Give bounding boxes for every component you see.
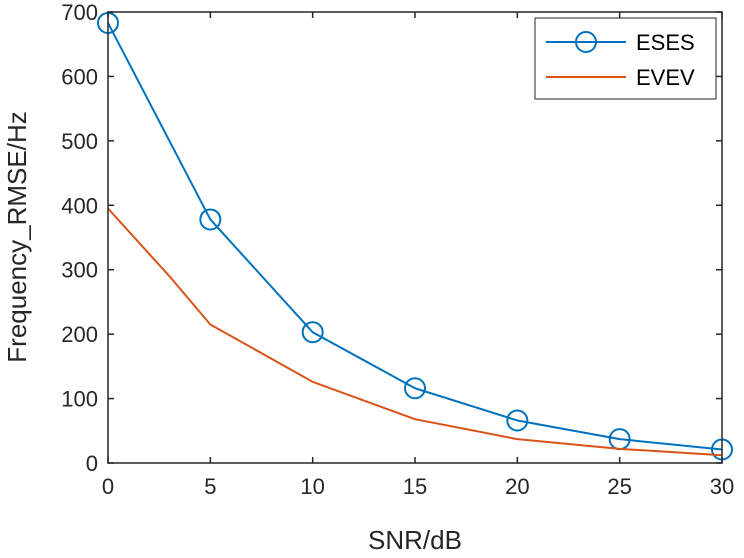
legend: ESES EVEV	[534, 17, 717, 100]
y-axis: 0 100 200 300 400 500 600 700	[61, 0, 722, 476]
x-tick-label: 25	[607, 474, 631, 499]
legend-box	[534, 17, 717, 100]
data-point-eses	[199, 208, 222, 231]
y-tick-label: 200	[61, 322, 98, 347]
y-tick-label: 300	[61, 258, 98, 283]
data-point-eses	[506, 409, 529, 432]
series-line-eses	[107, 22, 723, 451]
y-tick-label: 500	[61, 129, 98, 154]
x-tick-label: 30	[710, 474, 734, 499]
data-point-eses	[404, 377, 426, 400]
x-tick-label: 0	[102, 474, 114, 499]
x-axis-label: SNR/dB	[368, 525, 462, 555]
x-tick-label: 5	[204, 474, 216, 499]
data-point-eses	[301, 321, 324, 344]
y-tick-label: 700	[61, 0, 98, 25]
y-tick-label: 0	[86, 451, 98, 476]
legend-label-eses: ESES	[636, 30, 695, 55]
y-tick-label: 400	[61, 193, 98, 218]
x-tick-label: 15	[403, 474, 427, 499]
x-tick-label: 20	[505, 474, 529, 499]
y-axis-label: Frequency_RMSE/Hz	[2, 111, 32, 362]
legend-marker-eses	[575, 31, 597, 53]
series-line-evev	[107, 207, 723, 457]
x-tick-label: 10	[300, 474, 324, 499]
legend-label-evev: EVEV	[636, 65, 695, 90]
y-tick-label: 600	[61, 64, 98, 89]
x-axis: 0 5 10 15 20 25 30	[102, 12, 734, 499]
y-tick-label: 100	[61, 387, 98, 412]
